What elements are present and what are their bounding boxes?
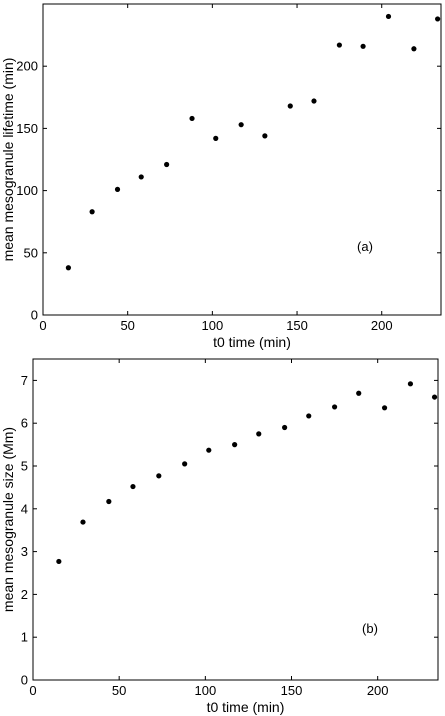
data-point-a	[238, 122, 244, 128]
data-point-a	[336, 42, 342, 48]
x-axis-title-a: t0 time (min)	[213, 334, 291, 350]
data-point-b	[331, 404, 338, 410]
x-tick-label-a: 0	[39, 318, 46, 333]
data-point-b	[256, 431, 262, 437]
data-point-a	[138, 174, 144, 180]
data-point-a	[213, 135, 219, 141]
data-point-a	[114, 186, 121, 192]
data-point-a	[411, 46, 417, 52]
data-point-b	[232, 442, 238, 448]
data-point-a	[435, 16, 441, 22]
data-point-b	[80, 519, 86, 525]
data-point-a	[164, 161, 170, 168]
data-point-b	[56, 558, 62, 565]
data-point-a	[65, 265, 72, 271]
data-point-b	[156, 473, 162, 479]
data-point-b	[182, 461, 188, 467]
x-tick-label-b: 50	[112, 683, 126, 698]
data-point-a	[385, 13, 392, 20]
y-axis-title-b: mean mesogranule size (Mm)	[0, 427, 16, 612]
panel-label-b: (b)	[362, 621, 378, 636]
y-tick-label-b: 4	[21, 501, 28, 516]
y-tick-label-b: 2	[21, 587, 28, 602]
data-point-a	[311, 98, 317, 104]
data-point-b	[407, 381, 414, 387]
x-tick-label-a: 50	[120, 318, 134, 333]
x-tick-label-b: 100	[194, 683, 216, 698]
data-point-a	[262, 133, 268, 139]
y-tick-label-b: 7	[21, 373, 28, 388]
plot-frame-a	[42, 3, 442, 316]
x-tick-label-a: 100	[202, 318, 224, 333]
data-point-b	[106, 498, 112, 505]
y-tick-label-b: 6	[21, 416, 28, 431]
data-point-b	[431, 394, 438, 400]
y-axis-title-a: mean mesogranule lifetime (min)	[0, 58, 16, 262]
y-tick-label-a: 50	[24, 245, 38, 260]
x-tick-label-a: 150	[286, 318, 308, 333]
y-tick-label-b: 3	[21, 544, 28, 559]
panel-label-a: (a)	[357, 239, 373, 254]
data-point-b	[381, 405, 388, 411]
x-tick-label-b: 200	[367, 683, 389, 698]
plot-frame-b	[32, 358, 439, 681]
y-tick-label-b: 5	[21, 459, 28, 474]
data-point-b	[206, 447, 212, 453]
x-tick-label-b: 150	[281, 683, 303, 698]
data-point-b	[282, 424, 288, 431]
y-tick-label-a: 150	[16, 121, 38, 136]
y-tick-label-a: 200	[16, 59, 38, 74]
data-point-b	[356, 390, 362, 396]
x-tick-label-b: 0	[29, 683, 36, 698]
x-tick-label-a: 200	[371, 318, 393, 333]
y-tick-label-b: 1	[21, 630, 28, 645]
data-point-b	[306, 413, 312, 419]
y-tick-label-a: 100	[16, 183, 38, 198]
y-tick-label-a: 0	[31, 308, 38, 323]
data-point-a	[360, 43, 366, 49]
data-point-a	[89, 209, 95, 215]
data-point-b	[130, 483, 136, 490]
x-axis-title-b: t0 time (min)	[207, 699, 285, 715]
data-point-a	[287, 103, 293, 109]
data-point-a	[189, 115, 195, 122]
y-tick-label-b: 0	[21, 673, 28, 688]
